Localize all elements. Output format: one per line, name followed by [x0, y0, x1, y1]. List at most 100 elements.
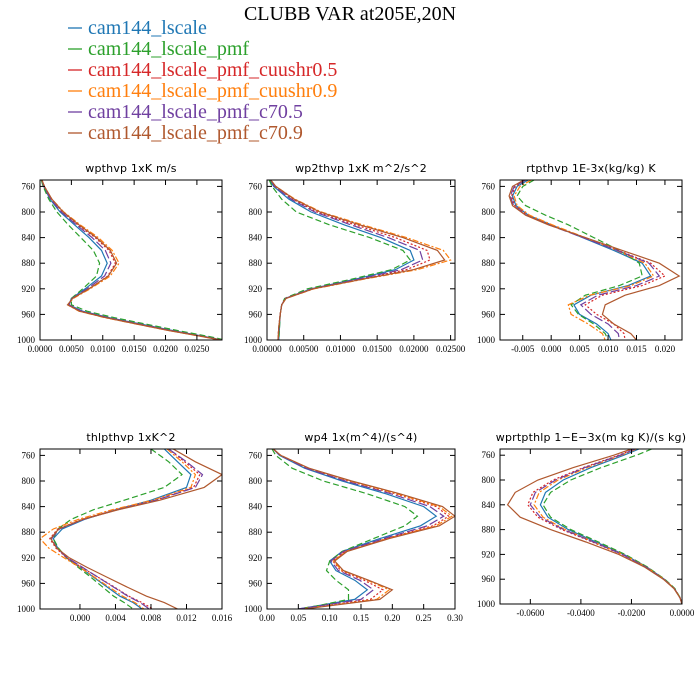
x-tick-label: 0.05: [290, 613, 306, 623]
series-line-cam144_lscale_pmf: [40, 180, 222, 340]
panel-title: thlpthvp 1xK^2: [86, 431, 175, 444]
series-line-cam144_lscale_pmf_cuushr0.5: [41, 180, 221, 340]
x-tick-label: 0.00500: [289, 344, 319, 354]
y-tick-label: 800: [249, 207, 263, 217]
x-tick-label: 0.02000: [399, 344, 429, 354]
series-line-cam144_lscale_pmf_c70.9: [272, 449, 455, 609]
y-tick-label: 920: [482, 549, 496, 559]
panel-title: wpthvp 1xK m/s: [85, 162, 176, 175]
x-tick-label: 0.20: [384, 613, 400, 623]
series-line-cam144_lscale_pmf_cuushr0.5: [49, 449, 201, 609]
x-tick-label: 0.000: [70, 613, 91, 623]
x-tick-label: -0.0200: [618, 608, 646, 618]
y-tick-label: 840: [22, 233, 36, 243]
y-tick-label: 760: [482, 181, 496, 191]
series-line-cam144_lscale_pmf_cuushr0.5: [270, 180, 431, 340]
y-tick-label: 840: [22, 502, 36, 512]
y-tick-label: 880: [249, 527, 263, 537]
plot-frame: [499, 179, 683, 341]
y-tick-label: 840: [249, 502, 263, 512]
series-line-cam144_lscale_pmf_c70.5: [50, 449, 204, 609]
y-tick-label: 920: [22, 553, 36, 563]
legend-label-5: cam144_lscale_pmf_c70.5: [88, 101, 303, 123]
x-tick-label: 0.01000: [326, 344, 356, 354]
x-tick-label: 0.00: [259, 613, 275, 623]
panel-title: rtpthvp 1E-3x(kg/kg) K: [526, 162, 656, 175]
y-tick-label: 800: [482, 475, 496, 485]
x-tick-label: 0.25: [416, 613, 432, 623]
series-line-cam144_lscale_pmf_c70.5: [529, 449, 682, 604]
x-tick-label: 0.008: [141, 613, 162, 623]
plot-frame: [499, 448, 683, 605]
legend-label-1: cam144_lscale: [88, 17, 207, 39]
y-tick-label: 960: [249, 578, 263, 588]
series-line-cam144_lscale_pmf_cuushr0.5: [527, 449, 682, 604]
series-line-cam144_lscale_pmf_cuushr0.9: [41, 180, 221, 340]
series-line-cam144_lscale_pmf_c70.5: [272, 449, 445, 609]
x-tick-label: 0.0250: [185, 344, 210, 354]
legend: cam144_lscalecam144_lscale_pmfcam144_lsc…: [68, 17, 337, 144]
panel-3: rtpthvp 1E-3x(kg/kg) K 760 800 840 880 920 960…: [477, 162, 683, 354]
panels: wpthvp 1xK m/s76080084088092096010000.00…: [17, 162, 695, 623]
y-tick-label: 1000: [477, 335, 496, 345]
y-tick-label: 920: [482, 284, 496, 294]
series-line-cam144_lscale_pmf_c70.9: [508, 180, 681, 340]
series-line-cam144_lscale_pmf: [542, 449, 682, 604]
y-tick-label: 1000: [477, 599, 496, 609]
series-line-cam144_lscale: [52, 449, 192, 609]
series-line-cam144_lscale_pmf_c70.5: [509, 180, 661, 340]
y-tick-label: 920: [249, 553, 263, 563]
series-line-cam144_lscale_pmf_c70.9: [506, 449, 682, 604]
y-tick-label: 1000: [17, 335, 36, 345]
x-tick-label: 0.0200: [153, 344, 178, 354]
plot-frame: [39, 448, 223, 610]
series-line-cam144_lscale: [269, 180, 415, 340]
y-tick-label: 800: [22, 207, 36, 217]
series-line-cam144_lscale_pmf: [516, 180, 643, 340]
y-tick-label: 880: [22, 258, 36, 268]
legend-label-3: cam144_lscale_pmf_cuushr0.5: [88, 59, 337, 81]
y-tick-label: 920: [22, 284, 36, 294]
legend-label-6: cam144_lscale_pmf_c70.9: [88, 122, 303, 144]
x-tick-label: 0.005: [570, 344, 591, 354]
x-tick-label: 0.01500: [363, 344, 393, 354]
x-tick-label: 0.02500: [436, 344, 466, 354]
x-tick-label: -0.0600: [516, 608, 544, 618]
x-tick-label: 0.0150: [122, 344, 147, 354]
y-tick-label: 880: [22, 527, 36, 537]
series-line-cam144_lscale_pmf_c70.9: [41, 180, 221, 340]
series-line-cam144_lscale_pmf_c70.5: [270, 180, 424, 340]
panel-5: wp4 1x(m^4)/(s^4)76080084088092096010000…: [244, 431, 463, 623]
chart-title: CLUBB VAR at205E,20N: [244, 3, 456, 25]
legend-label-2: cam144_lscale_pmf: [88, 38, 249, 60]
series-line-cam144_lscale_pmf_c70.5: [41, 180, 222, 340]
series-line-cam144_lscale: [272, 449, 438, 609]
series-line-cam144_lscale_pmf_c70.9: [270, 180, 446, 340]
y-tick-label: 1000: [17, 604, 36, 614]
series-line-cam144_lscale_pmf_cuushr0.5: [510, 180, 667, 340]
x-tick-label: 0.30: [447, 613, 463, 623]
y-tick-label: 960: [22, 578, 36, 588]
y-tick-label: 1000: [244, 335, 263, 345]
x-tick-label: 0.012: [176, 613, 196, 623]
y-tick-label: 800: [22, 476, 36, 486]
series-line-cam144_lscale: [41, 180, 222, 340]
x-tick-label: 0.0000: [28, 344, 53, 354]
series-line-cam144_lscale_pmf: [52, 449, 183, 609]
y-tick-label: 960: [22, 309, 36, 319]
y-tick-label: 800: [249, 476, 263, 486]
y-tick-label: 760: [482, 450, 496, 460]
x-tick-label: 0.0000: [670, 608, 695, 618]
panel-title: wp4 1x(m^4)/(s^4): [304, 431, 417, 444]
series-line-cam144_lscale_pmf: [268, 180, 412, 340]
panel-1: wpthvp 1xK m/s76080084088092096010000.00…: [17, 162, 223, 354]
x-tick-label: 0.010: [598, 344, 619, 354]
y-tick-label: 800: [482, 207, 496, 217]
series-line-cam144_lscale_pmf_cuushr0.9: [513, 180, 655, 340]
y-tick-label: 840: [482, 233, 496, 243]
x-tick-label: -0.0400: [567, 608, 595, 618]
panel-2: wp2thvp 1xK m^2/s^2 760 800 840 880 920 960 100…: [244, 162, 466, 354]
x-tick-label: 0.0100: [90, 344, 115, 354]
x-tick-label: 0.015: [626, 344, 647, 354]
